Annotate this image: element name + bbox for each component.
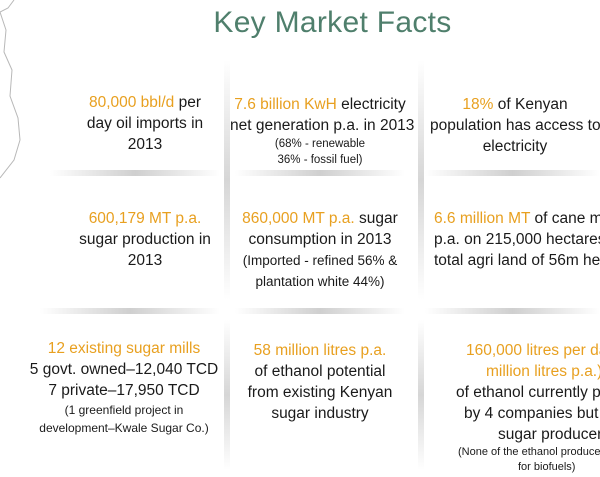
divider-h <box>40 308 220 314</box>
divider-v <box>224 320 230 470</box>
divider-h <box>235 170 405 176</box>
divider-h <box>425 308 600 314</box>
fact-ethanol-production: 160,000 litres per day million litres p.… <box>456 342 600 473</box>
fact-cane-production: 6.6 million MT of cane m p.a. on 215,000… <box>434 210 600 269</box>
kenya-map-outline <box>0 0 21 179</box>
page-title: Key Market Facts <box>213 6 452 39</box>
divider-v <box>418 60 424 300</box>
divider-v <box>224 60 230 300</box>
divider-h <box>50 170 220 176</box>
divider-h <box>235 308 405 314</box>
divider-h <box>425 170 600 176</box>
fact-sugar-production: 600,179 MT p.a. sugar production in 2013 <box>79 210 211 269</box>
fact-electricity-generation: 7.6 billion KwH electricity net generati… <box>230 96 415 166</box>
fact-sugar-consumption: 860,000 MT p.a. sugar consumption in 201… <box>242 210 398 289</box>
fact-sugar-mills: 12 existing sugar mills 5 govt. owned–12… <box>29 340 219 435</box>
fact-electricity-access: 18% of Kenyan population has access to e… <box>430 96 600 155</box>
fact-ethanol-potential: 58 million litres p.a. of ethanol potent… <box>247 342 393 422</box>
fact-oil-imports: 80,000 bbl/d per day oil imports in 2013 <box>86 94 204 153</box>
divider-v <box>418 320 424 470</box>
